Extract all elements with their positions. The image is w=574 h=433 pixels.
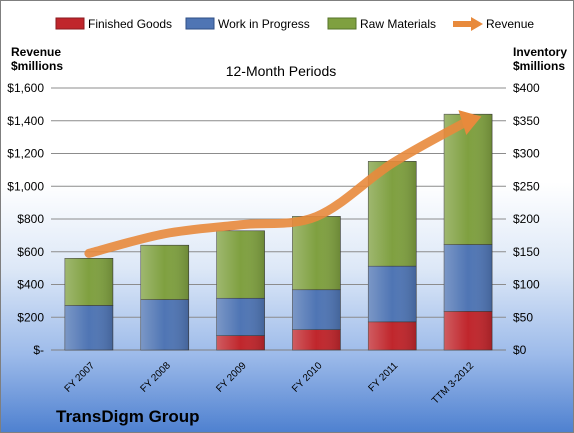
left-axis-title-line1: Revenue (11, 45, 61, 59)
legend-label-finished-goods: Finished Goods (88, 17, 172, 31)
category-label-ttm-3-2012: TTM 3-2012 (430, 360, 477, 407)
left-tick-label: $600 (17, 245, 44, 259)
right-tick-label: $100 (513, 278, 540, 292)
revenue-series (84, 110, 482, 258)
bar-sheen (444, 114, 493, 245)
bar-sheen (444, 244, 493, 312)
category-label-fy-2009: FY 2009 (214, 360, 249, 395)
left-tick-label: $1,600 (7, 81, 44, 95)
bar-sheen (292, 329, 341, 350)
bar-sheen (140, 299, 189, 350)
right-axis-title-line2: $millions (513, 59, 565, 73)
bar-sheen (64, 305, 113, 350)
left-tick-label: $1,000 (7, 179, 44, 193)
legend-swatch-work-in-progress (185, 17, 215, 30)
left-tick-label: $200 (17, 310, 44, 324)
legend-label-revenue: Revenue (486, 17, 534, 31)
revenue-line (84, 116, 473, 258)
left-tick-label: $800 (17, 212, 44, 226)
left-tick-label: $1,400 (7, 114, 44, 128)
legend-label-work-in-progress: Work in Progress (218, 17, 310, 31)
right-tick-label: $400 (513, 81, 540, 95)
bar-sheen (216, 335, 265, 350)
left-tick-label: $400 (17, 278, 44, 292)
revenue-arrowhead (458, 110, 482, 135)
category-label-fy-2008: FY 2008 (138, 360, 173, 395)
right-tick-label: $300 (513, 147, 540, 161)
bar-sheen (292, 216, 341, 290)
category-label-fy-2010: FY 2010 (290, 360, 325, 395)
right-tick-label: $150 (513, 245, 540, 259)
right-tick-label: $50 (513, 310, 533, 324)
legend-swatch-finished-goods (55, 17, 85, 30)
bar-sheen (368, 321, 417, 350)
right-axis-title-line1: Inventory (513, 45, 567, 59)
legend-label-raw-materials: Raw Materials (360, 17, 436, 31)
left-tick-label: $- (33, 343, 44, 357)
bar-sheen (368, 266, 417, 322)
left-tick-label: $1,200 (7, 147, 44, 161)
bar-sheen (292, 289, 341, 330)
category-labels: FY 2007 FY 2008 FY 2009 FY 2010 FY 2011 TTM 3… (63, 360, 477, 407)
stacked-bars (64, 113, 493, 351)
company-name: TransDigm Group (56, 407, 200, 426)
bar-sheen (216, 298, 265, 336)
bar-sheen (444, 311, 493, 350)
legend-swatch-revenue-arrow (471, 17, 483, 31)
right-axis-ticks: $0 $50 $100 $150 $200 $250 $300 $350 $400 (513, 81, 540, 357)
right-tick-label: $350 (513, 114, 540, 128)
legend-swatch-raw-materials (327, 17, 357, 30)
left-axis-title-line2: $millions (11, 59, 63, 73)
chart-subtitle: 12-Month Periods (226, 63, 337, 79)
legend: Finished Goods Work in Progress Raw Mate… (55, 17, 534, 31)
category-label-fy-2007: FY 2007 (63, 360, 98, 395)
right-tick-label: $250 (513, 179, 540, 193)
bar-sheen (216, 230, 265, 299)
left-axis-ticks: $- $200 $400 $600 $800 $1,000 $1,200 $1,400 $1,6… (7, 81, 44, 357)
bar-sheen (140, 245, 189, 300)
right-tick-label: $200 (513, 212, 540, 226)
right-tick-label: $0 (513, 343, 527, 357)
bar-sheen (64, 258, 113, 306)
category-label-fy-2011: FY 2011 (367, 360, 401, 394)
